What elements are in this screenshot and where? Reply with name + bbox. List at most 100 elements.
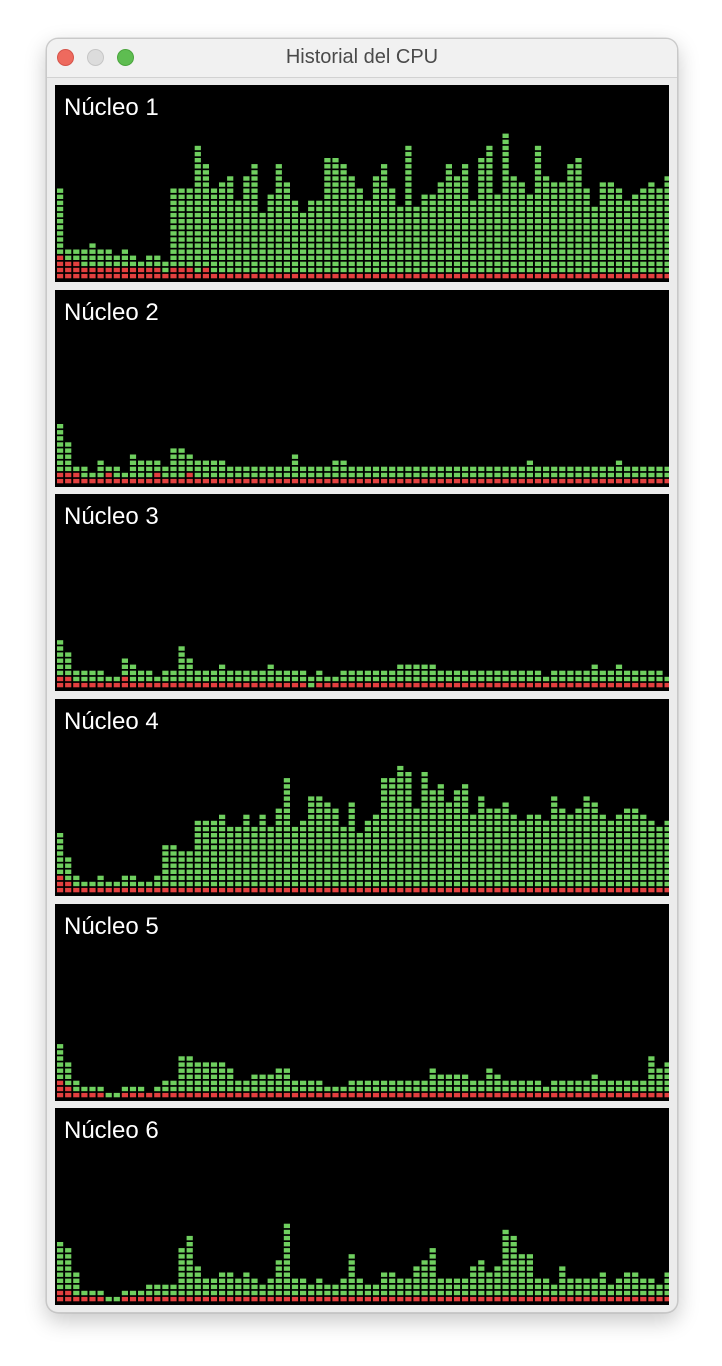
zoom-button[interactable] bbox=[117, 49, 134, 66]
minimize-button[interactable] bbox=[87, 49, 104, 66]
history-column bbox=[624, 200, 631, 279]
user-load-segment bbox=[656, 1290, 663, 1296]
system-load-segment bbox=[640, 1092, 647, 1098]
user-load-segment bbox=[154, 261, 161, 267]
user-load-segment bbox=[397, 225, 404, 230]
user-load-segment bbox=[615, 869, 623, 874]
history-column bbox=[405, 664, 412, 688]
user-load-segment bbox=[97, 670, 104, 676]
user-load-segment bbox=[575, 237, 582, 242]
core-1-history-meter bbox=[57, 133, 669, 279]
user-load-segment bbox=[381, 472, 388, 478]
user-load-segment bbox=[324, 200, 331, 206]
user-load-segment bbox=[518, 869, 525, 874]
history-column bbox=[437, 466, 444, 484]
user-load-segment bbox=[453, 188, 461, 193]
user-load-segment bbox=[445, 820, 452, 826]
user-load-segment bbox=[283, 243, 290, 248]
history-column bbox=[283, 778, 290, 893]
system-load-segment bbox=[316, 273, 323, 279]
user-load-segment bbox=[227, 472, 234, 478]
history-column bbox=[138, 670, 145, 688]
user-load-segment bbox=[656, 670, 663, 676]
user-load-segment bbox=[470, 833, 477, 838]
user-load-segment bbox=[559, 875, 566, 881]
user-load-segment bbox=[283, 1266, 290, 1271]
system-load-segment bbox=[291, 887, 299, 893]
user-load-segment bbox=[283, 814, 290, 820]
history-column bbox=[591, 206, 598, 279]
user-load-segment bbox=[210, 188, 218, 193]
history-column bbox=[316, 1080, 323, 1098]
user-load-segment bbox=[243, 1272, 250, 1277]
user-load-segment bbox=[421, 1290, 428, 1296]
history-column bbox=[445, 1278, 452, 1302]
system-load-segment bbox=[138, 1296, 145, 1302]
user-load-segment bbox=[656, 1086, 663, 1092]
user-load-segment bbox=[356, 869, 363, 874]
user-load-segment bbox=[575, 200, 582, 206]
user-load-segment bbox=[243, 261, 250, 267]
history-column bbox=[543, 1086, 550, 1098]
user-load-segment bbox=[381, 1086, 388, 1092]
user-load-segment bbox=[510, 814, 517, 820]
title-bar[interactable]: Historial del CPU bbox=[47, 39, 677, 78]
user-load-segment bbox=[129, 676, 137, 682]
user-load-segment bbox=[324, 243, 331, 248]
user-load-segment bbox=[429, 249, 436, 254]
user-load-segment bbox=[543, 820, 550, 826]
user-load-segment bbox=[259, 1080, 266, 1086]
system-load-segment bbox=[591, 478, 598, 484]
user-load-segment bbox=[453, 869, 461, 874]
user-load-segment bbox=[381, 194, 388, 199]
user-load-segment bbox=[243, 1080, 250, 1086]
user-load-segment bbox=[356, 472, 363, 478]
system-load-segment bbox=[121, 267, 128, 273]
history-column bbox=[607, 670, 614, 688]
close-button[interactable] bbox=[57, 49, 74, 66]
user-load-segment bbox=[178, 646, 185, 651]
user-load-segment bbox=[502, 231, 509, 236]
user-load-segment bbox=[453, 839, 461, 844]
history-column bbox=[178, 448, 185, 484]
user-load-segment bbox=[340, 212, 347, 218]
user-load-segment bbox=[494, 255, 501, 260]
user-load-segment bbox=[624, 225, 631, 230]
history-column bbox=[405, 145, 412, 279]
system-load-segment bbox=[81, 1296, 88, 1302]
user-load-segment bbox=[397, 664, 404, 669]
user-load-segment bbox=[186, 466, 193, 472]
user-load-segment bbox=[219, 857, 226, 862]
system-load-segment bbox=[81, 267, 88, 273]
user-load-segment bbox=[486, 875, 493, 881]
user-load-segment bbox=[324, 857, 331, 862]
user-load-segment bbox=[291, 243, 299, 248]
user-load-segment bbox=[308, 808, 315, 813]
user-load-segment bbox=[129, 670, 137, 676]
user-load-segment bbox=[534, 826, 542, 832]
user-load-segment bbox=[478, 881, 485, 887]
user-load-segment bbox=[381, 200, 388, 206]
user-load-segment bbox=[599, 833, 606, 838]
user-load-segment bbox=[437, 219, 444, 224]
user-load-segment bbox=[583, 814, 590, 820]
history-column bbox=[259, 212, 266, 279]
user-load-segment bbox=[81, 472, 88, 478]
user-load-segment bbox=[453, 875, 461, 881]
user-load-segment bbox=[624, 231, 631, 236]
user-load-segment bbox=[534, 182, 542, 187]
history-column bbox=[372, 670, 380, 688]
system-load-segment bbox=[194, 1296, 201, 1302]
user-load-segment bbox=[178, 212, 185, 218]
user-load-segment bbox=[405, 839, 412, 844]
system-load-segment bbox=[210, 478, 218, 484]
system-load-segment bbox=[453, 478, 461, 484]
history-column bbox=[121, 658, 128, 688]
user-load-segment bbox=[332, 243, 339, 248]
user-load-segment bbox=[486, 857, 493, 862]
system-load-segment bbox=[648, 887, 655, 893]
system-load-segment bbox=[494, 887, 501, 893]
user-load-segment bbox=[308, 1080, 315, 1086]
system-load-segment bbox=[324, 273, 331, 279]
user-load-segment bbox=[121, 249, 128, 254]
